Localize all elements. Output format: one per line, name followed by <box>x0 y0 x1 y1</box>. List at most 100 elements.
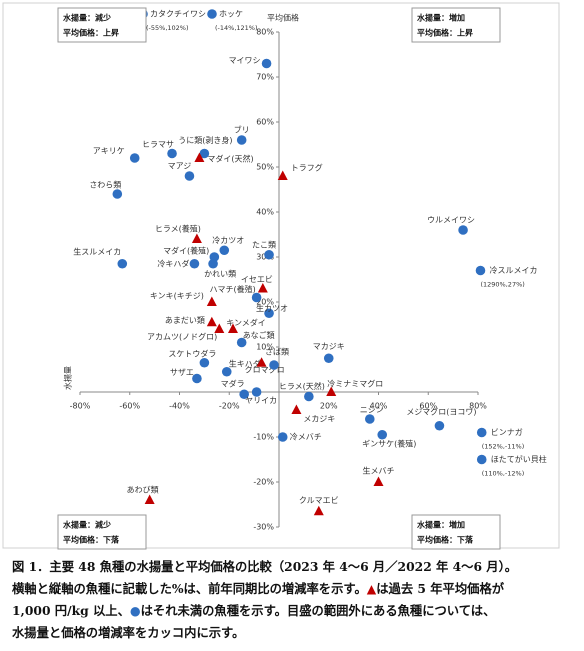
point-label: キンキ(キチジ) <box>150 292 204 301</box>
triangle-point <box>291 404 302 414</box>
point-note: (152%,-11%) <box>482 443 525 451</box>
circle-point <box>184 171 195 181</box>
x-tick-label: 20% <box>320 402 338 411</box>
point-label: マカジキ <box>313 342 345 351</box>
point-label: アキリケ <box>93 147 125 156</box>
point-label: マダラ <box>221 379 245 389</box>
quadrant-label: 水揚量：減少 <box>62 13 111 23</box>
x-tick-label: 60% <box>419 402 437 411</box>
offscale-note: (-55%,102%) <box>146 24 189 32</box>
quadrant-label: 水揚量：増加 <box>416 13 465 23</box>
quadrant-box <box>411 7 501 43</box>
point-label: サザエ <box>170 368 194 377</box>
triangle-point <box>214 323 225 333</box>
circle-point <box>236 337 247 348</box>
quadrant-box <box>57 7 147 43</box>
circle-point <box>117 258 128 269</box>
caption-text: 図 1．主要 48 魚種の水揚量と平均価格の比較（2023 年 4～6 月／20… <box>12 559 518 574</box>
circle-point <box>476 427 487 438</box>
point-label: クルマエビ <box>299 496 339 505</box>
circle-point <box>251 292 262 303</box>
circle-point <box>304 391 314 402</box>
point-label: マアジ <box>168 162 192 171</box>
y-tick-label: 60% <box>256 118 274 127</box>
x-tick-label: -80% <box>70 402 91 411</box>
caption-text: は過去 5 年平均価格が <box>376 581 505 596</box>
point-label: 生キハダ <box>229 358 261 368</box>
y-tick-label: 70% <box>256 73 274 82</box>
circle-point <box>199 357 210 368</box>
point-label: ウルメイワシ <box>427 216 475 225</box>
point-label: あなご類 <box>243 330 275 340</box>
x-axis-title: 水揚量 <box>63 366 73 390</box>
point-label: メジマグロ(ヨコワ) <box>406 406 476 416</box>
triangle-point <box>313 505 324 516</box>
point-label: かれい類 <box>204 268 236 278</box>
point-label: ハマチ(養殖) <box>209 284 255 294</box>
point-note: (110%,-12%) <box>482 470 525 478</box>
circle-point <box>264 249 274 260</box>
circle-point <box>189 258 200 269</box>
caption-text: 水揚量と価格の増減率をカッコ内に示す。 <box>12 625 245 640</box>
circle-point <box>261 58 272 69</box>
triangle-point <box>206 316 217 327</box>
triangle-point <box>144 494 155 504</box>
circle-point <box>239 389 249 400</box>
offscale-note: (-14%,121%) <box>215 24 258 32</box>
point-label: さば類 <box>265 347 289 357</box>
circle-point <box>167 148 177 159</box>
x-tick-label: -20% <box>219 402 240 411</box>
triangle-point <box>326 386 337 396</box>
triangle-point <box>257 283 268 293</box>
point-label: ヒラメ(天然) <box>279 381 325 391</box>
y-axis-title: 平均価格 <box>267 13 299 23</box>
x-tick-label: 40% <box>370 402 388 411</box>
circle-point <box>251 387 262 397</box>
y-tick-label: -20% <box>253 478 274 487</box>
point-label: さわら類 <box>89 180 121 190</box>
quadrant-label: 平均価格：上昇 <box>63 28 119 38</box>
caption-text: 横軸と縦軸の魚種に記載した%は、前年同期比の増減率を示す。 <box>12 581 367 596</box>
point-label: うに類(剥き身) <box>178 135 232 145</box>
offscale-label: カタクチイワシ <box>150 10 206 19</box>
point-label: メカジキ <box>303 415 335 424</box>
point-label: スケトウダラ <box>168 348 216 358</box>
quadrant-label: 平均価格：下落 <box>417 535 474 545</box>
chart: 平均価格 水揚量 -80% -60% -40% -20% 20% 40% 60% 80% -30… <box>2 2 560 550</box>
point-label: あわび類 <box>127 485 159 495</box>
circle-point <box>377 429 388 440</box>
circle-point <box>458 225 468 235</box>
point-label: マダイ(天然) <box>207 154 253 164</box>
circle-point <box>277 432 288 442</box>
point-label: 冷メバチ <box>290 432 322 442</box>
triangle-point <box>277 170 288 180</box>
x-tick-label: -40% <box>169 402 190 411</box>
caption-text: はそれ未満の魚種を示す。目盛の範囲外にある魚種については、 <box>140 603 496 618</box>
y-tick-label: -30% <box>253 523 274 532</box>
circle-point <box>221 366 232 377</box>
point-label: ブリ <box>234 125 250 135</box>
point-label: 生メバチ <box>363 466 395 476</box>
circle-point <box>323 353 334 364</box>
circle-point <box>364 414 375 424</box>
point-label: ヒラメ(養殖) <box>155 224 201 234</box>
point-label: たこ類 <box>252 239 276 249</box>
y-tick-label: 80% <box>256 28 274 37</box>
point-label: クロマグロ <box>245 364 285 374</box>
triangle-point <box>191 233 202 243</box>
point-label: ほたてがい貝柱 <box>491 454 547 464</box>
circle-point <box>208 258 218 269</box>
quadrant-box <box>411 514 501 550</box>
point-label: ギンサケ(養殖) <box>362 438 416 448</box>
point-label: ビンナガ <box>491 427 523 437</box>
triangle-point <box>373 476 384 486</box>
point-note: (1290%,27%) <box>480 281 524 289</box>
quadrant-label: 水揚量：増加 <box>416 520 465 530</box>
point-label: アカムツ(ノドグロ) <box>147 332 217 342</box>
x-tick-label: 80% <box>469 402 487 411</box>
point-label: ヤリイカ <box>245 396 277 405</box>
y-tick-label: 50% <box>256 163 274 172</box>
triangle-point <box>256 357 267 367</box>
point-label: 生スルメイカ <box>73 246 121 256</box>
